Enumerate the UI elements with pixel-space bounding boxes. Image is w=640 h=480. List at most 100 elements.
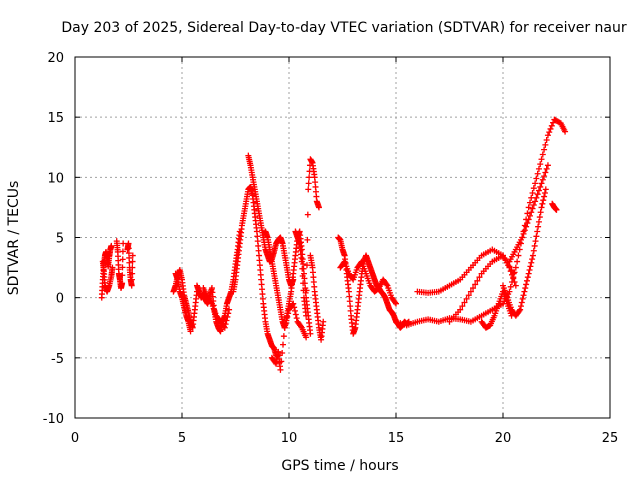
data-point xyxy=(541,189,548,196)
data-point xyxy=(533,194,540,201)
data-point xyxy=(544,162,551,169)
data-point xyxy=(546,129,553,136)
data-point xyxy=(542,169,549,176)
data-point xyxy=(517,306,524,313)
data-point xyxy=(297,323,304,330)
data-point xyxy=(533,233,540,240)
data-point xyxy=(539,176,546,183)
data-point xyxy=(280,341,287,348)
data-point xyxy=(534,170,541,177)
data-point xyxy=(538,156,545,163)
data-point xyxy=(515,252,522,259)
data-point xyxy=(303,262,310,269)
data-point xyxy=(523,223,530,230)
data-point xyxy=(461,299,468,306)
data-point xyxy=(520,230,527,237)
data-point xyxy=(298,258,305,265)
data-point xyxy=(306,174,313,181)
data-point xyxy=(529,205,536,212)
data-point xyxy=(292,311,299,318)
data-point xyxy=(222,321,229,328)
data-point xyxy=(532,238,539,245)
data-point xyxy=(208,299,215,306)
data-point xyxy=(303,287,310,294)
data-point xyxy=(542,141,549,148)
y-tick-label: -5 xyxy=(51,352,64,367)
data-point xyxy=(277,366,284,373)
data-point xyxy=(526,199,533,206)
data-point xyxy=(524,220,531,227)
data-point xyxy=(119,272,126,279)
data-point xyxy=(299,273,306,280)
data-point xyxy=(517,303,524,310)
data-point xyxy=(305,180,312,187)
data-point xyxy=(531,242,538,249)
data-point xyxy=(128,276,135,283)
data-point xyxy=(521,227,528,234)
data-point xyxy=(548,122,555,129)
data-point xyxy=(129,258,136,265)
data-point xyxy=(282,321,289,328)
data-point xyxy=(535,218,542,225)
y-tick-label: 0 xyxy=(56,292,64,307)
data-point xyxy=(529,189,536,196)
data-point xyxy=(109,264,116,271)
series-seg-k xyxy=(307,252,327,343)
data-point xyxy=(225,310,232,317)
data-point xyxy=(529,252,536,259)
data-point xyxy=(529,256,536,263)
data-point xyxy=(472,281,479,288)
data-point xyxy=(537,209,544,216)
data-point xyxy=(541,173,548,180)
data-point xyxy=(528,259,535,266)
y-tick-label: 10 xyxy=(47,171,64,186)
data-point xyxy=(524,274,531,281)
data-point xyxy=(465,292,472,299)
data-point xyxy=(526,266,533,273)
data-point xyxy=(514,258,521,265)
data-point xyxy=(280,333,287,340)
data-point xyxy=(128,282,135,289)
data-point xyxy=(383,281,390,288)
data-point xyxy=(467,288,474,295)
data-point xyxy=(539,151,546,158)
data-point xyxy=(284,313,291,320)
y-axis-label: SDTVAR / TECUs xyxy=(6,181,22,296)
data-point xyxy=(536,214,543,221)
data-point xyxy=(281,324,288,331)
data-point xyxy=(530,247,537,254)
data-point xyxy=(533,175,540,182)
data-point xyxy=(508,279,515,286)
data-point xyxy=(534,191,541,198)
data-point xyxy=(506,264,513,271)
series-seg-b xyxy=(113,238,127,292)
x-tick-label: 15 xyxy=(388,431,405,446)
data-point xyxy=(224,313,231,320)
data-point xyxy=(518,299,525,306)
data-point xyxy=(305,186,312,193)
data-point xyxy=(187,328,194,335)
data-point xyxy=(523,281,530,288)
data-point xyxy=(519,295,526,302)
data-point xyxy=(543,137,550,144)
data-point xyxy=(512,282,519,289)
y-tick-label: -10 xyxy=(43,412,64,427)
data-point xyxy=(474,277,481,284)
x-tick-label: 20 xyxy=(495,431,512,446)
y-tick-label: 15 xyxy=(47,111,64,126)
data-point xyxy=(544,132,551,139)
data-point xyxy=(522,285,529,292)
data-point xyxy=(534,228,541,235)
data-point xyxy=(129,252,136,259)
data-point xyxy=(221,324,228,331)
data-point xyxy=(393,300,399,307)
data-point xyxy=(283,317,290,324)
data-point xyxy=(543,165,550,172)
data-point xyxy=(119,248,126,255)
data-point xyxy=(506,288,513,295)
data-point xyxy=(525,270,532,277)
data-point xyxy=(516,307,523,314)
data-point xyxy=(520,292,527,299)
y-tick-label: 20 xyxy=(47,51,64,66)
data-point xyxy=(108,242,115,249)
